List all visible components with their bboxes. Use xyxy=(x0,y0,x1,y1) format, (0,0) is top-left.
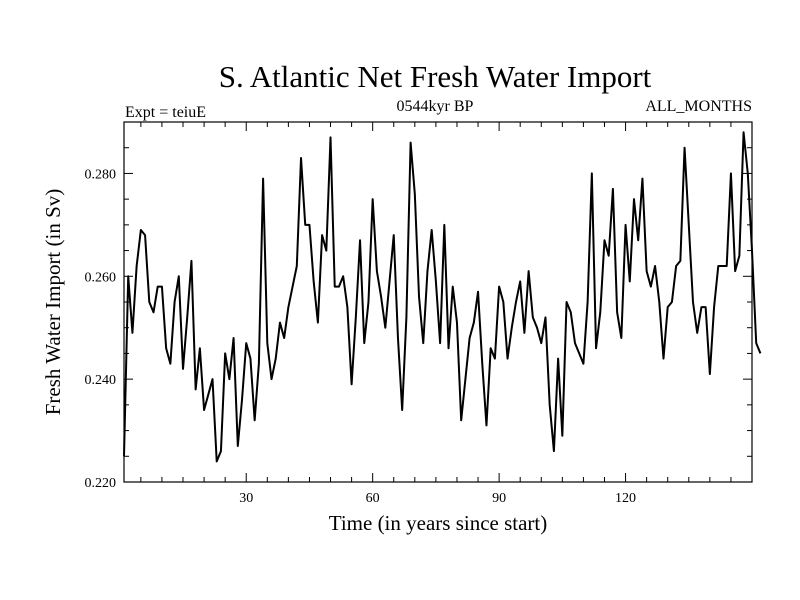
x-tick-label-90: 90 xyxy=(492,491,506,506)
y-tick-label-3: 0.280 xyxy=(85,167,117,182)
chart-title: S. Atlantic Net Fresh Water Import xyxy=(219,59,652,94)
axis-tick-labels: 30 60 90 120 0.220 0.240 0.260 0.280 xyxy=(85,167,637,506)
months-label: ALL_MONTHS xyxy=(645,98,752,115)
y-tick-label-0: 0.220 xyxy=(85,476,117,491)
series-line-fresh-water-import xyxy=(123,131,762,463)
experiment-label: Expt = teiuE xyxy=(125,104,206,121)
y-tick-label-2: 0.260 xyxy=(85,270,117,285)
period-label: 0544kyr BP xyxy=(397,98,474,115)
x-tick-label-120: 120 xyxy=(615,491,636,506)
x-axis-label: Time (in years since start) xyxy=(329,511,548,535)
y-tick-label-1: 0.240 xyxy=(85,373,117,388)
x-tick-label-30: 30 xyxy=(239,491,253,506)
axis-ticks xyxy=(124,121,752,483)
y-axis-label: Fresh Water Import (in Sv) xyxy=(41,189,65,416)
x-tick-label-60: 60 xyxy=(366,491,380,506)
